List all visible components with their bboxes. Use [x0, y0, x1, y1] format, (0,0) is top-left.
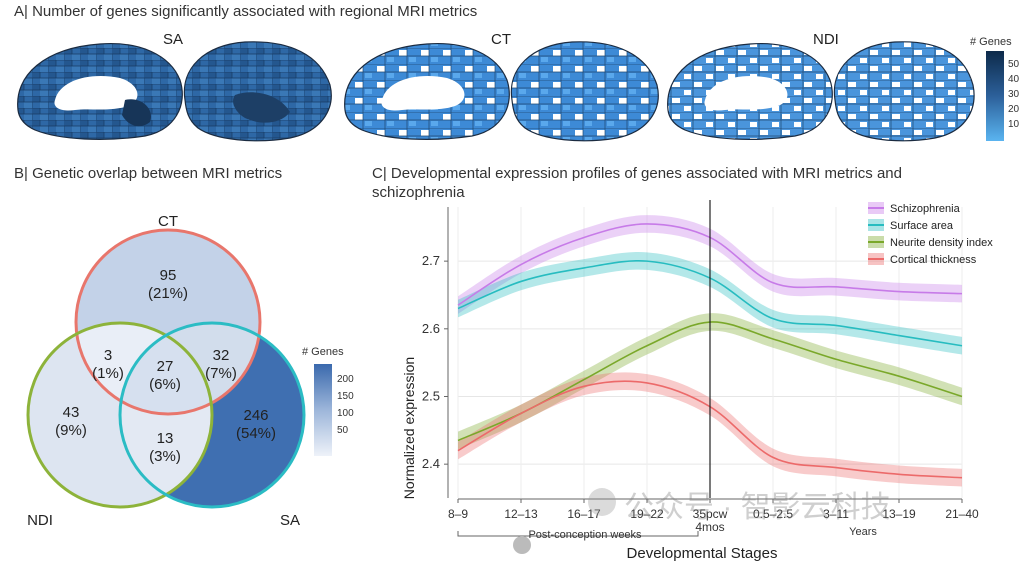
- brain-label-ct: CT: [491, 31, 511, 48]
- watermark: 公众号 · 智影云科技: [588, 488, 891, 524]
- panel-c-title-line2: schizophrenia: [372, 184, 465, 201]
- y-axis-label: Normalized expression: [401, 357, 417, 499]
- colorbar-a-tick: 20: [1008, 104, 1020, 115]
- pct-ct-sa: (7%): [205, 365, 237, 382]
- set-label-ndi: NDI: [27, 512, 53, 529]
- x-tick-label: 19–22: [630, 507, 664, 521]
- count-ndi-sa: 13: [157, 430, 174, 447]
- colorbar-a-title: # Genes: [970, 36, 1012, 48]
- count-ct-ndi: 3: [104, 347, 112, 364]
- years-group-label: Years: [849, 526, 877, 538]
- colorbar-b-tick: 50: [337, 425, 349, 436]
- pct-sa-only: (54%): [236, 425, 276, 442]
- x-tick-label: 12–13: [504, 507, 538, 521]
- circle-sa: [118, 321, 306, 509]
- brain-maps: [17, 41, 975, 142]
- legend-label: Surface area: [890, 220, 954, 232]
- x-axis-label: Developmental Stages: [627, 545, 778, 562]
- x-tick-label: 35pcw: [693, 507, 728, 521]
- count-all: 27: [157, 358, 174, 375]
- colorbar-b-title: # Genes: [302, 346, 344, 358]
- watermark-dot-icon: [513, 536, 531, 554]
- y-tick-label: 2.6: [422, 321, 440, 336]
- x-tick-label: 13–19: [882, 507, 916, 521]
- region-all: [120, 323, 212, 414]
- x-tick-label: 0.5–2.5: [753, 507, 793, 521]
- legend-label: Cortical thickness: [890, 254, 977, 266]
- x-tick-label-secondary: 4mos: [695, 520, 724, 534]
- panel-c-title-line1: C| Developmental expression profiles of …: [372, 165, 902, 182]
- line-chart: 2.4 2.5 2.6 2.7 8–9 12–13 16–17 19–22 35pcw4mos…: [401, 200, 993, 562]
- colorbar-a-tick: 40: [1008, 74, 1020, 85]
- pcw-group-label: Post-conception weeks: [528, 529, 642, 541]
- colorbar-b-tick: 200: [337, 374, 354, 385]
- pcw-bracket: [457, 531, 699, 537]
- brain-label-sa: SA: [163, 31, 184, 48]
- pct-ct-only: (21%): [148, 285, 188, 302]
- x-tick-label: 8–9: [448, 507, 468, 521]
- pct-ndi-sa: (3%): [149, 448, 181, 465]
- colorbar-b-tick: 150: [337, 391, 354, 402]
- pct-ct-ndi: (1%): [92, 365, 124, 382]
- brain-ndi-medial: [667, 42, 833, 140]
- count-ndi-only: 43: [63, 404, 80, 421]
- colorbar-b-tick: 100: [337, 408, 354, 419]
- circle-ct: [74, 228, 262, 416]
- venn-diagram: CT NDI SA 95 (21%) 3 (1%) 27 (6%) 32 (7%…: [26, 213, 306, 529]
- band-schizophrenia: [458, 215, 962, 314]
- brain-ct-lateral: [510, 41, 659, 142]
- colorbar-b: [314, 364, 332, 456]
- colorbar-a-tick: 50: [1008, 59, 1020, 70]
- set-label-sa: SA: [280, 512, 300, 529]
- set-label-ct: CT: [158, 213, 178, 230]
- legend: Schizophrenia Surface area Neurite density…: [868, 202, 993, 266]
- count-ct-sa: 32: [213, 347, 230, 364]
- y-tick-label: 2.5: [422, 388, 440, 403]
- band-surface-area: [458, 252, 962, 355]
- legend-label: Schizophrenia: [890, 203, 961, 215]
- brain-sa-medial: [17, 42, 183, 140]
- legend-label: Neurite density index: [890, 237, 993, 249]
- x-tick-label: 3–11: [823, 507, 849, 521]
- pct-ndi-only: (9%): [55, 422, 87, 439]
- count-sa-only: 246: [243, 407, 268, 424]
- x-tick-label: 21–40: [945, 507, 979, 521]
- circle-ndi: [26, 321, 214, 509]
- brain-label-ndi: NDI: [813, 31, 839, 48]
- colorbar-a-tick: 30: [1008, 89, 1020, 100]
- brain-ct-medial: [344, 42, 510, 140]
- y-tick-label: 2.7: [422, 253, 440, 268]
- pct-all: (6%): [149, 376, 181, 393]
- watermark-logo-icon: [588, 488, 616, 516]
- count-ct-only: 95: [160, 267, 177, 284]
- panel-a-title: A| Number of genes significantly associa…: [14, 3, 478, 20]
- colorbar-a-tick: 10: [1008, 119, 1020, 130]
- watermark-text: 公众号 · 智影云科技: [624, 491, 891, 524]
- y-tick-label: 2.4: [422, 456, 440, 471]
- brain-sa-lateral: [183, 41, 332, 142]
- y-ticks: 2.4 2.5 2.6 2.7: [422, 253, 448, 471]
- brain-ndi-lateral: [833, 41, 975, 142]
- colorbar-a: [986, 51, 1004, 141]
- panel-b-title: B| Genetic overlap between MRI metrics: [14, 165, 283, 182]
- x-tick-label: 16–17: [567, 507, 601, 521]
